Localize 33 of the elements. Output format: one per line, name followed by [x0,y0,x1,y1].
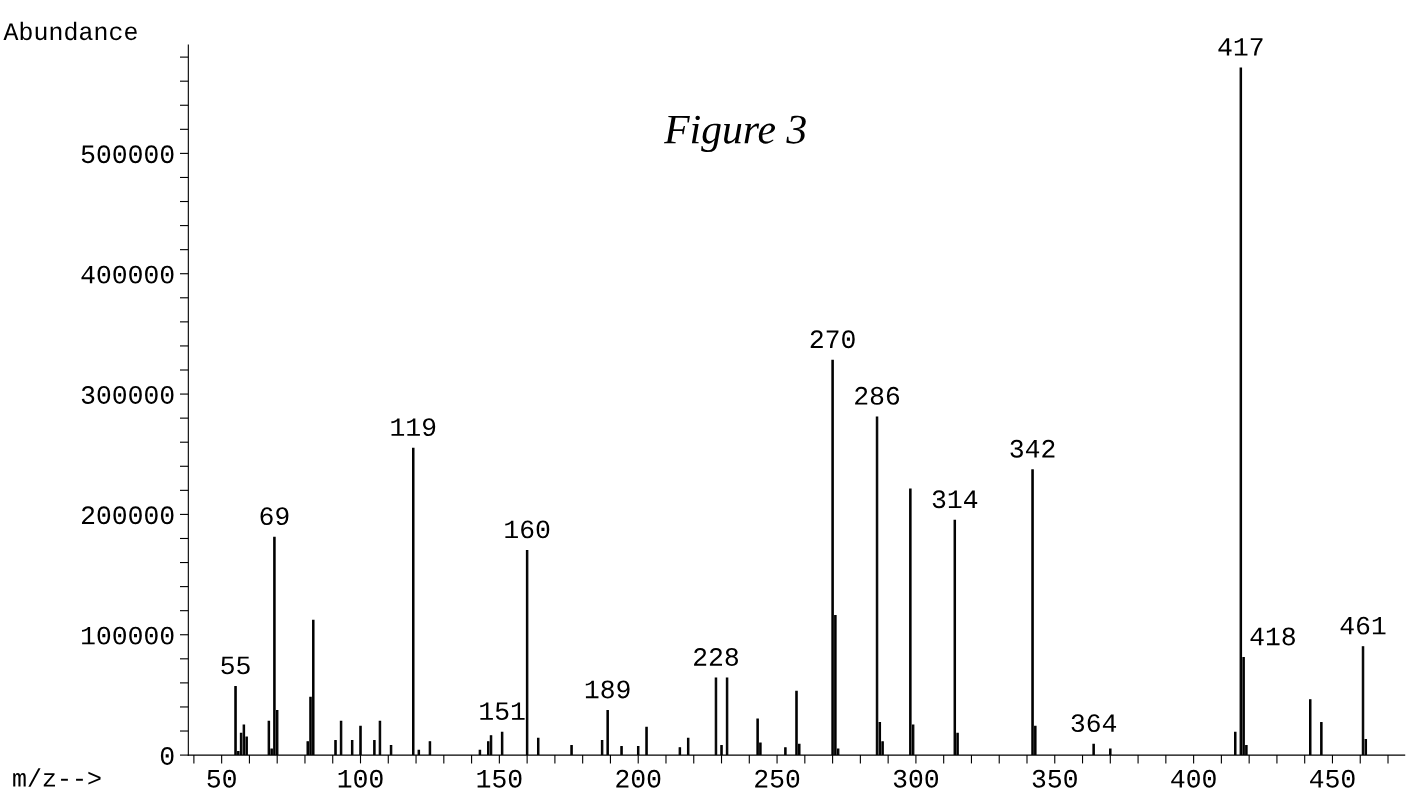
x-tick-label: 450 [1310,769,1355,788]
annotation: 151 [480,702,525,721]
x-tick-label: 50 [207,769,236,788]
y-axis-title: Abundance [3,21,137,41]
x-tick-label: 350 [1032,769,1077,788]
annotation: 314 [932,490,978,509]
annotation: 119 [391,418,436,437]
annotation: 228 [694,648,738,666]
y-tick-label: 400000 [81,265,174,284]
annotation: 342 [1010,439,1055,458]
x-tick-label: 250 [755,769,800,788]
y-tick-label: 500000 [81,145,174,164]
y-tick-label: 300000 [81,385,174,404]
annotation: 160 [505,520,550,539]
x-axis-title: m/z--> [13,768,101,787]
annotation: 364 [1071,714,1117,733]
annotation: 286 [855,386,900,405]
y-tick-label: 0 [160,747,174,765]
annotation: 270 [810,330,855,349]
x-tick-label: 200 [616,769,661,788]
annotation: 418 [1250,627,1295,646]
y-tick-label: 200000 [81,506,174,525]
x-tick-label: 300 [893,769,939,788]
annotation: 69 [260,507,289,526]
annotation: 189 [585,680,630,699]
annotation: 417 [1218,38,1263,56]
text: Figure 3 [663,115,806,153]
x-tick-label: 150 [477,769,522,788]
x-tick-label: 400 [1171,769,1216,788]
annotation: 461 [1340,616,1386,635]
y-tick-label: 100000 [82,626,174,645]
x-tick-label: 100 [338,769,383,788]
annotation: 55 [221,656,250,675]
